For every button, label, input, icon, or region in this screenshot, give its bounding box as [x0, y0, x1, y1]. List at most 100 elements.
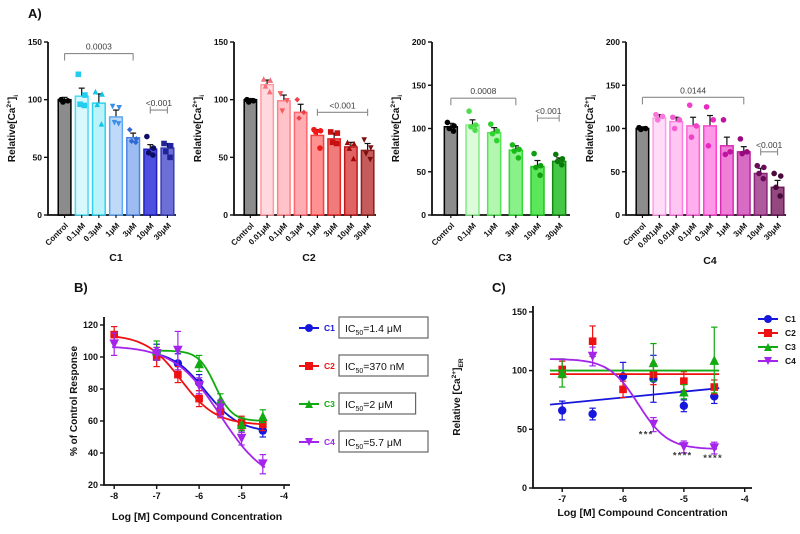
triangle-marker	[679, 386, 689, 397]
y-tick-label: 0	[615, 210, 620, 220]
y-tick-label: 150	[606, 80, 620, 90]
circle-marker	[511, 148, 518, 154]
x-tick-label: -4	[741, 494, 749, 504]
ic50-box	[338, 354, 429, 377]
circle-marker	[245, 99, 252, 105]
x-tick-label: -6	[619, 494, 627, 504]
fit-curve	[112, 346, 266, 469]
square-marker	[588, 337, 597, 346]
triangle-down-marker	[109, 339, 119, 349]
category-label: 3μM	[504, 221, 522, 239]
chart-title: C1	[109, 252, 123, 264]
fit-curve	[549, 387, 720, 406]
category-label: 30μM	[352, 221, 373, 242]
y-tick-label: 50	[33, 152, 43, 162]
category-label: 0.1μM	[456, 221, 479, 244]
square-marker	[334, 130, 341, 136]
square-marker	[163, 148, 169, 155]
bar	[360, 149, 375, 216]
circle-marker	[533, 164, 539, 171]
y-tick-label: 50	[417, 167, 427, 177]
y-tick-label: 50	[219, 152, 229, 162]
circle-marker	[312, 129, 319, 135]
triangle-down-marker	[111, 119, 118, 126]
ic50-box	[338, 392, 417, 415]
square-marker	[259, 420, 267, 428]
circle-marker	[760, 175, 767, 182]
significance-stars: ****	[673, 451, 693, 462]
triangle-down-marker	[368, 145, 374, 151]
y-tick-label: 150	[412, 80, 426, 90]
fit-curve	[550, 358, 718, 450]
y-tick-label: 100	[83, 352, 98, 362]
y-tick-label: 40	[88, 448, 98, 458]
category-label: 10μM	[745, 221, 766, 242]
circle-marker	[659, 113, 666, 120]
category-label: 0.3μM	[693, 221, 716, 244]
category-label: 0.3μM	[284, 221, 307, 244]
bar-chart-c2: 050100150Relative[Ca2+]iControl0.01μM0.1…	[192, 37, 376, 264]
y-tick-label: 50	[517, 424, 527, 434]
category-label: 30μM	[152, 221, 173, 242]
circle-marker	[653, 111, 659, 118]
significance-bracket: 0.0144	[641, 85, 745, 105]
circle-marker	[516, 146, 522, 153]
square-marker	[329, 139, 336, 146]
significance-bracket: <0.001	[316, 100, 369, 116]
legend-item-C2: C2 IC50=370 nM	[299, 354, 429, 377]
triangle-down-marker	[587, 351, 598, 362]
triangle-down-marker	[109, 103, 116, 110]
circle-marker	[317, 128, 324, 134]
triangle-down-marker	[194, 381, 204, 391]
bar	[293, 111, 308, 216]
triangle-down-marker	[151, 349, 162, 359]
circle-marker	[558, 406, 567, 415]
category-label: 1μM	[104, 221, 122, 239]
triangle-marker	[648, 357, 659, 368]
triangle-marker	[709, 355, 720, 365]
category-label: 0.3μM	[82, 221, 105, 244]
triangle-marker	[236, 419, 247, 429]
triangle-down-marker	[679, 442, 689, 452]
legend-item-C1: C1	[758, 314, 796, 324]
circle-marker	[305, 324, 313, 332]
p-value-label: 0.0003	[86, 42, 112, 52]
bar	[669, 120, 684, 216]
y-tick-label: 100	[512, 366, 527, 376]
legend-series-label: C3	[324, 399, 335, 409]
triangle-down-marker	[215, 403, 226, 413]
circle-marker	[588, 409, 597, 419]
circle-marker	[773, 184, 779, 191]
chart-title: C4	[703, 255, 717, 267]
circle-marker	[509, 142, 516, 148]
square-marker	[680, 377, 688, 385]
square-marker	[195, 394, 203, 403]
bar	[91, 102, 106, 216]
circle-marker	[446, 125, 453, 132]
x-tick-label: -8	[110, 491, 118, 501]
circle-marker	[552, 151, 559, 158]
triangle-down-marker	[363, 151, 369, 157]
triangle-marker	[764, 343, 772, 351]
category-label: Control	[430, 221, 456, 247]
legend-item-C1: C1 IC50=1.4 μM	[299, 316, 429, 339]
y-axis-title: Relative [Ca2+]ER	[451, 358, 465, 436]
bar	[443, 126, 459, 216]
triangle-marker	[557, 368, 567, 378]
fit-curve	[154, 352, 264, 431]
circle-marker	[450, 128, 457, 134]
triangle-down-marker	[115, 121, 122, 127]
chart-title: C2	[302, 252, 316, 264]
bar	[276, 100, 291, 216]
circle-marker	[671, 125, 678, 132]
y-tick-label: 0	[223, 210, 228, 220]
legend-series-label: C3	[785, 342, 796, 352]
significance-stars: ***	[639, 430, 654, 441]
legend-item-C4: C4 IC50=5.7 μM	[299, 430, 429, 453]
y-tick-label: 100	[28, 95, 42, 105]
triangle-down-marker	[709, 443, 720, 453]
circle-marker	[444, 119, 451, 126]
y-tick-label: 20	[88, 480, 98, 490]
y-tick-label: 150	[214, 37, 228, 47]
circle-marker	[537, 162, 544, 169]
